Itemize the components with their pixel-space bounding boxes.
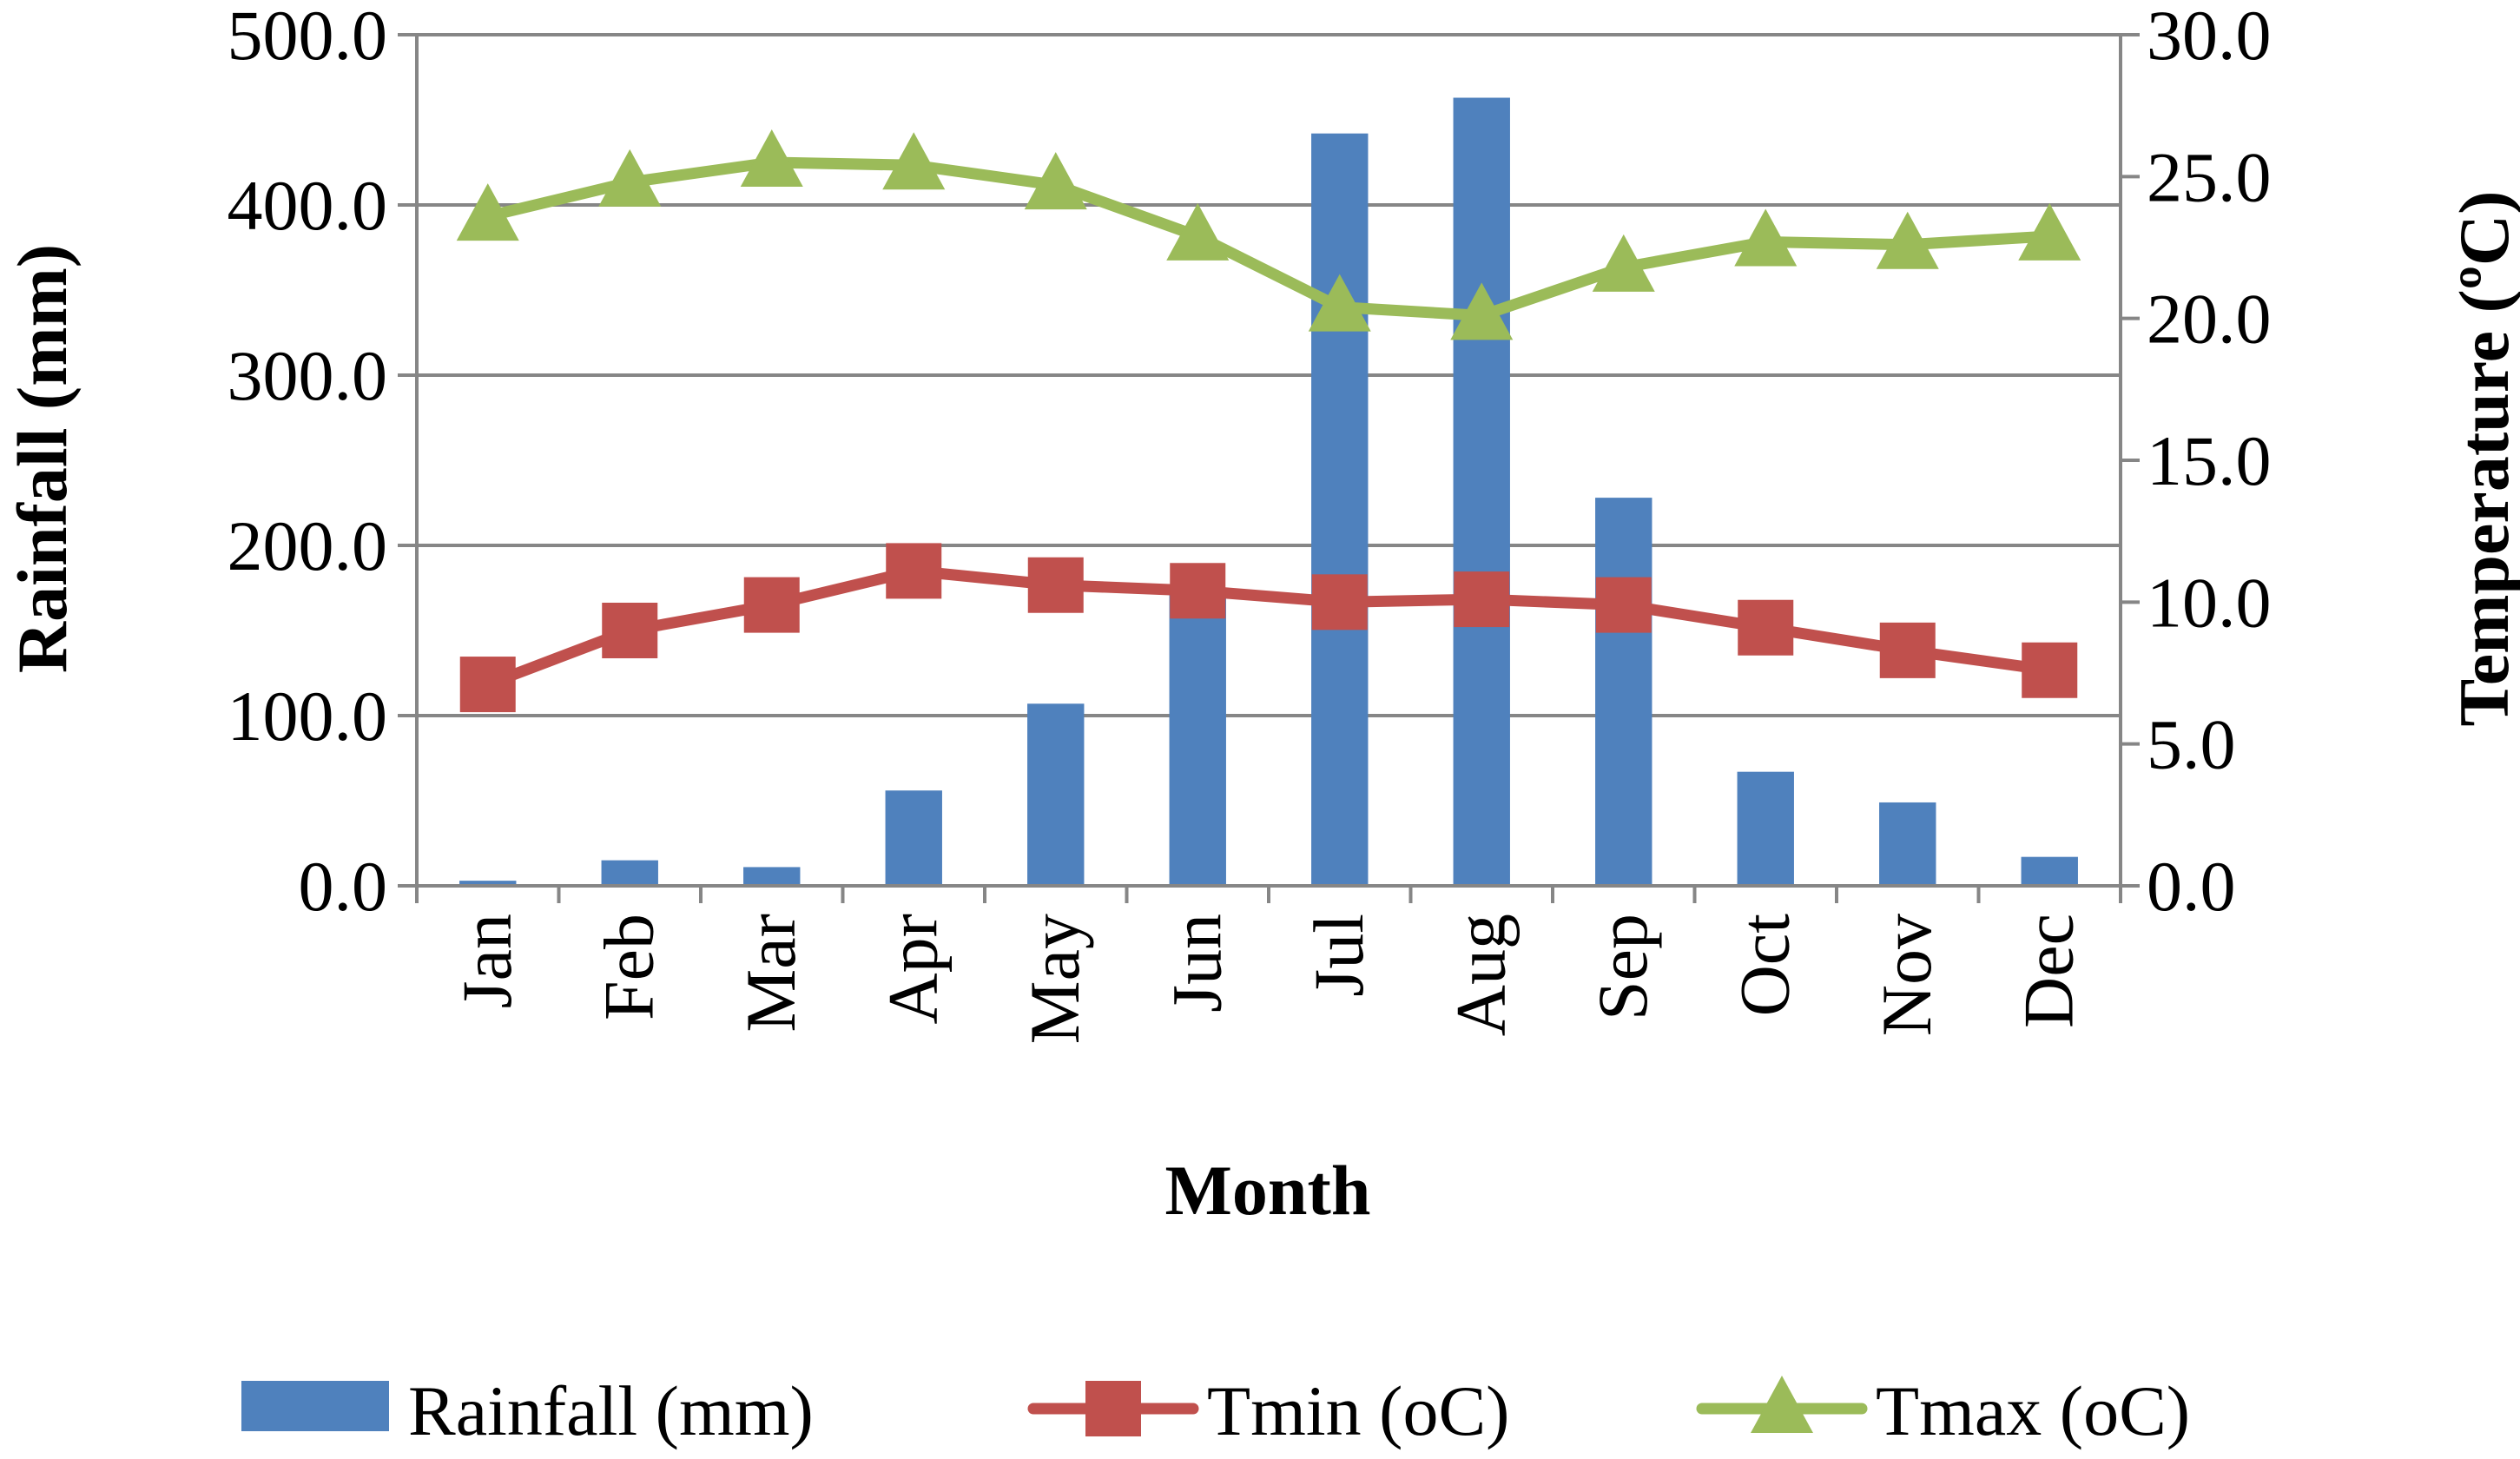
marker-tmax-mar [740, 129, 803, 187]
y-tick-label: 100.0 [228, 677, 388, 756]
y-tick-label: 400.0 [228, 166, 388, 245]
bar-rainfall-mar [743, 867, 801, 886]
x-tick-label-may: May [1015, 914, 1094, 1044]
axes [398, 33, 2140, 903]
marker-tmin-feb [602, 603, 658, 658]
marker-tmin-oct [1738, 599, 1794, 656]
marker-tmax-aug [1450, 282, 1514, 340]
marker-tmax-nov [1876, 211, 1939, 269]
marker-tmin-may [1027, 557, 1084, 613]
bar-rainfall-jan [459, 881, 517, 886]
marker-tmin-mar [743, 577, 800, 633]
x-tick-label-jul: Jul [1299, 914, 1378, 997]
line-tmax [482, 156, 2055, 321]
x-tick-label-sep: Sep [1583, 914, 1662, 1020]
marker-tmin-jan [459, 657, 516, 713]
bar-rainfall-sep [1595, 498, 1653, 886]
marker-tmax-jan [456, 183, 519, 241]
marker-tmax-jul [1308, 274, 1371, 332]
legend-label-rainfall: Rainfall (mm) [408, 1371, 814, 1450]
legend: Rainfall (mm) Tmin (oC) Tmax (oC) [241, 1371, 2190, 1450]
line-tmin [482, 564, 2055, 690]
gridlines [417, 33, 2121, 717]
marker-tmax-may [1024, 152, 1087, 210]
marker-tmin-apr [886, 543, 942, 599]
tick-labels: 0.0 100.0 200.0 300.0 400.0 500.0 0.0 5.0 10.0 15… [228, 0, 2272, 1044]
x-tick-label-aug: Aug [1441, 914, 1520, 1036]
bar-rainfall-jun [1169, 588, 1226, 886]
marker-tmax-oct [1734, 208, 1798, 267]
y2-tick-label: 30.0 [2147, 0, 2272, 75]
marker-tmax-jun [1166, 202, 1230, 261]
legend-label-tmin: Tmin (oC) [1207, 1371, 1509, 1450]
x-tick-label-jan: Jan [447, 914, 526, 1008]
x-tick-label-apr: Apr [873, 914, 952, 1025]
bar-rainfall-apr [885, 790, 942, 886]
bar-rainfall-feb [601, 860, 658, 886]
marker-tmin-sep [1595, 577, 1652, 633]
bar-rainfall-may [1027, 703, 1085, 886]
bar-rainfall-oct [1737, 771, 1794, 886]
y2-axis-title: Temperature (ºC) [2444, 191, 2520, 727]
marker-tmin-jun [1170, 563, 1226, 619]
marker-tmin-dec [2022, 642, 2078, 698]
y-tick-label: 0.0 [299, 847, 388, 926]
legend-label-tmax: Tmax (oC) [1876, 1371, 2190, 1450]
x-tick-label-oct: Oct [1725, 914, 1804, 1017]
x-tick-label-nov: Nov [1867, 914, 1946, 1036]
y2-tick-label: 25.0 [2147, 137, 2272, 216]
y-tick-label: 500.0 [228, 0, 388, 75]
marker-tmin-nov [1879, 622, 1936, 678]
bar-rainfall-nov [1879, 802, 1936, 886]
bar-rainfall-dec [2021, 856, 2078, 886]
legend-marker-tmax [1751, 1376, 1813, 1433]
marker-tmin-jul [1311, 574, 1368, 630]
marker-tmax-apr [882, 132, 946, 190]
temperature-lines [456, 129, 2081, 713]
bar-rainfall-aug [1453, 97, 1510, 886]
x-axis-title: Month [1165, 1151, 1371, 1230]
y2-tick-label: 15.0 [2147, 421, 2272, 500]
legend-marker-tmin [1085, 1381, 1141, 1436]
legend-swatch-rainfall [241, 1381, 389, 1431]
x-tick-label-feb: Feb [589, 914, 668, 1020]
rainfall-bars [459, 97, 2078, 886]
x-tick-label-jun: Jun [1157, 914, 1236, 1013]
y2-tick-label: 10.0 [2147, 563, 2272, 642]
y2-tick-label: 20.0 [2147, 280, 2272, 359]
y2-tick-label: 0.0 [2147, 847, 2236, 926]
marker-tmax-dec [2018, 202, 2081, 261]
marker-tmax-feb [598, 149, 662, 207]
y2-tick-label: 5.0 [2147, 705, 2236, 784]
marker-tmin-aug [1454, 571, 1510, 628]
x-tick-label-mar: Mar [731, 914, 810, 1033]
x-tick-label-dec: Dec [2009, 914, 2088, 1028]
bar-rainfall-jul [1311, 133, 1369, 886]
y-tick-label: 300.0 [228, 336, 388, 415]
y-tick-label: 200.0 [228, 506, 388, 585]
marker-tmax-sep [1592, 234, 1655, 292]
y-axis-title: Rainfall (mm) [3, 244, 82, 673]
